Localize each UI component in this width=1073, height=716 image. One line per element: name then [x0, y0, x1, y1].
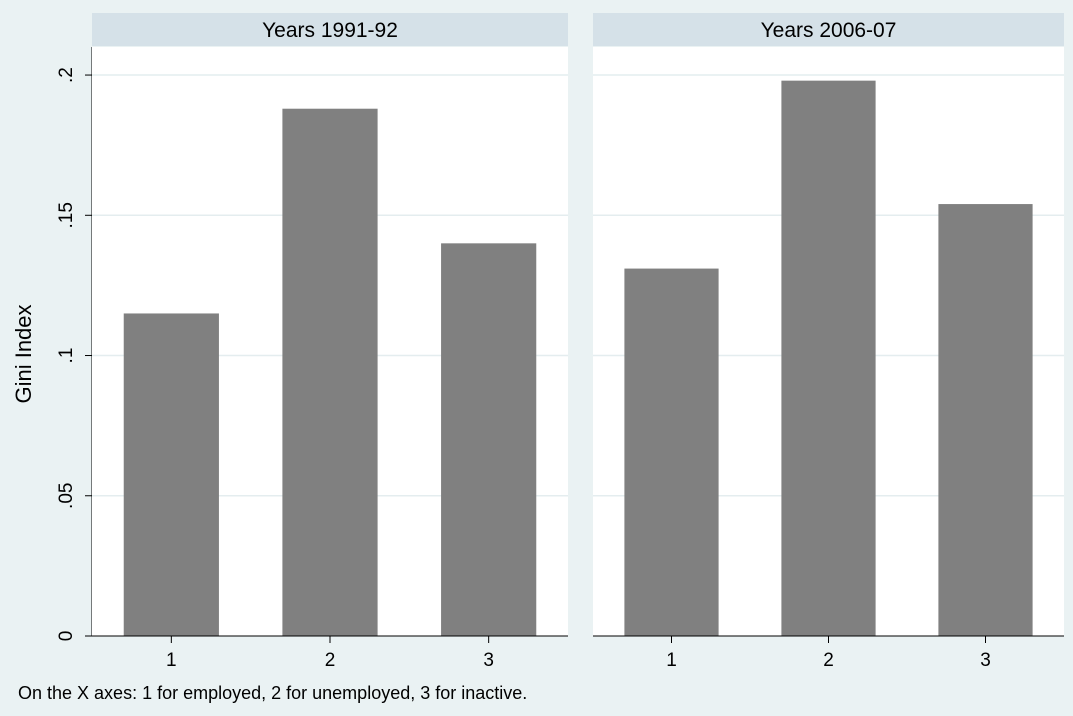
panel-2: Years 2006-07 1 2 3 [593, 13, 1064, 671]
facet-strip [593, 13, 1064, 46]
facet-strip [92, 13, 568, 46]
x-tick-label: 1 [666, 650, 677, 671]
panel-1: Years 1991-92 1 2 3 [92, 13, 568, 671]
y-tick-label: .1 [56, 348, 77, 364]
y-axis-title: Gini Index [11, 304, 36, 403]
x-tick-label: 3 [980, 650, 991, 671]
bar-2-3 [938, 204, 1033, 637]
x-tick-label: 2 [325, 650, 336, 671]
bar-1-2 [282, 108, 378, 636]
y-tick-label: 0 [56, 631, 77, 642]
axis-note: On the X axes: 1 for employed, 2 for une… [18, 683, 528, 703]
y-tick-label: .15 [56, 202, 77, 228]
bar-2-2 [781, 80, 876, 636]
x-tick-label: 1 [166, 650, 177, 671]
x-tick-label: 2 [823, 650, 834, 671]
bar-1-3 [441, 243, 537, 637]
facet-title: Years 2006-07 [761, 19, 897, 42]
bar-1-1 [123, 313, 219, 636]
y-tick-label: .2 [56, 67, 77, 83]
x-tick-label: 3 [483, 650, 494, 671]
bar-2-1 [624, 268, 719, 636]
facet-title: Years 1991-92 [262, 19, 398, 42]
y-tick-label: .05 [56, 483, 77, 509]
